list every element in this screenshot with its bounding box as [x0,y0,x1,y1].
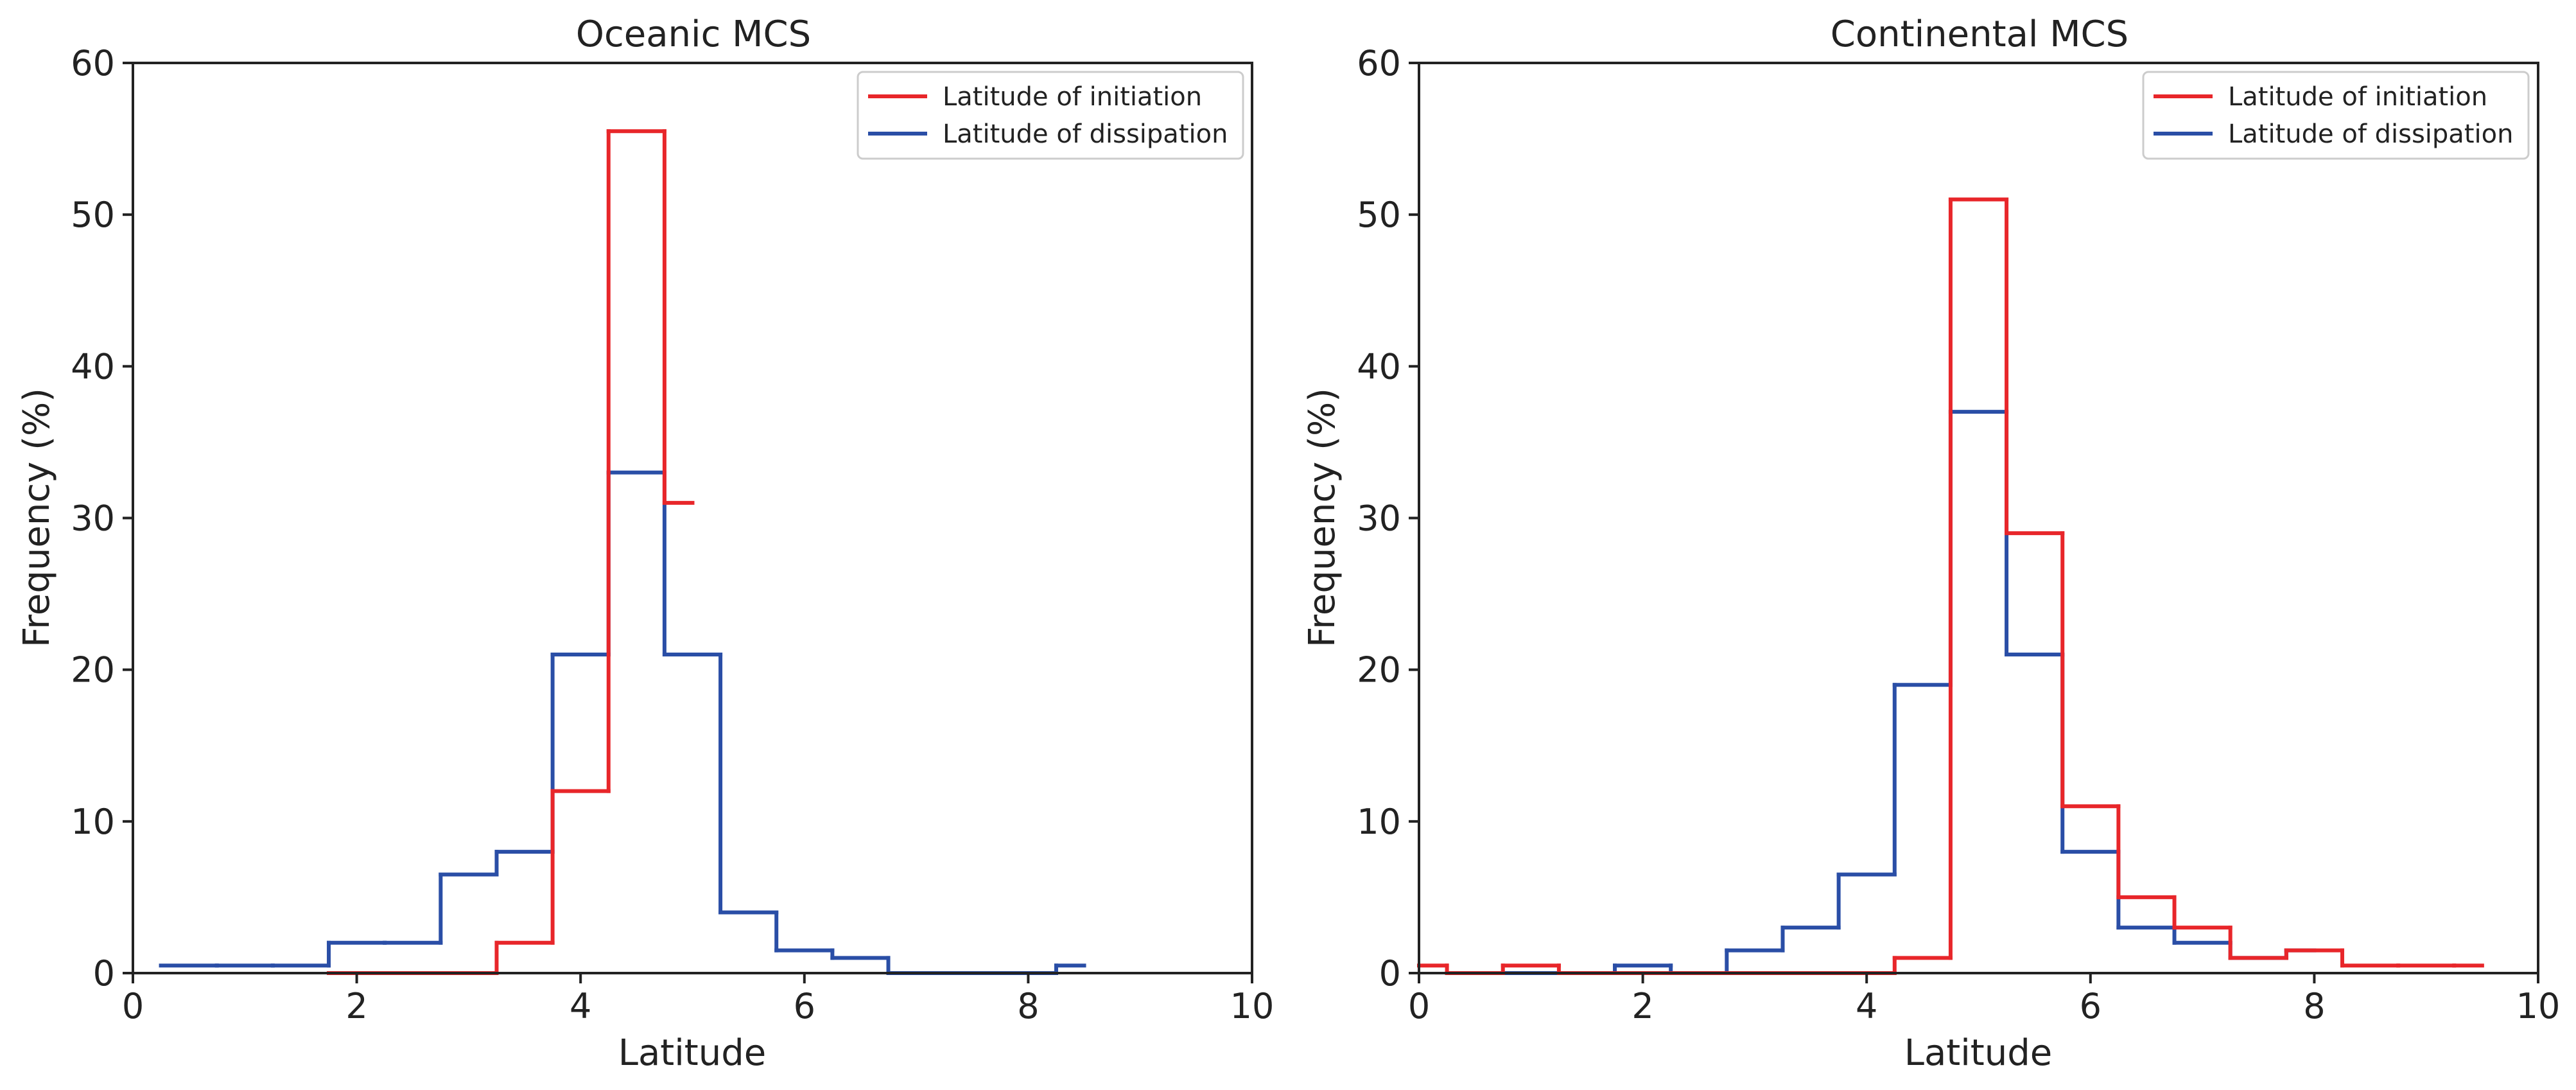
legend-label-dissipation: Latitude of dissipation [2228,119,2513,149]
chart-title: Oceanic MCS [576,13,811,55]
x-tick-label: 10 [1230,986,1275,1026]
x-tick-label: 4 [1856,986,1877,1026]
legend: Latitude of initiation Latitude of dissi… [857,71,1244,160]
x-tick-label: 0 [122,986,144,1026]
tick-layer: 0 2 4 6 8 10 0 10 20 30 40 50 60 [1357,43,2560,1026]
y-tick-label: 10 [1357,802,1401,842]
x-axis-label: Latitude [1904,1032,2052,1074]
tick-layer: 0 2 4 6 8 10 0 10 20 30 40 50 60 [71,43,1274,1026]
x-axis-label: Latitude [618,1032,766,1074]
legend-label-initiation: Latitude of initiation [943,82,1202,112]
x-tick-label: 0 [1408,986,1430,1026]
y-tick-label: 50 [1357,195,1401,235]
y-tick-label: 20 [1357,650,1401,690]
x-tick-label: 8 [2303,986,2325,1026]
y-tick-label: 30 [71,498,115,539]
continental-panel: Continental MCS 0 2 4 6 8 10 0 10 20 30 40 50 60 Lat… [1301,13,2560,1074]
legend-box [857,71,1244,160]
x-tick-label: 6 [794,986,815,1026]
legend-label-initiation: Latitude of initiation [2228,82,2487,112]
oceanic-panel: Oceanic MCS 0 2 4 6 8 10 0 10 20 30 40 50 60 Latitud… [16,13,1274,1074]
x-tick-label: 2 [345,986,367,1026]
legend-label-dissipation: Latitude of dissipation [943,119,1228,149]
y-tick-label: 40 [71,346,115,387]
x-tick-label: 8 [1017,986,1039,1026]
x-tick-label: 4 [570,986,591,1026]
y-tick-label: 20 [71,650,115,690]
y-tick-label: 60 [71,43,115,84]
y-tick-label: 30 [1357,498,1401,539]
y-tick-label: 40 [1357,346,1401,387]
y-axis-label: Frequency (%) [16,388,58,647]
y-tick-label: 0 [93,953,115,994]
y-tick-label: 60 [1357,43,1401,84]
chart-title: Continental MCS [1831,13,2128,55]
x-tick-label: 2 [1632,986,1653,1026]
y-tick-label: 50 [71,195,115,235]
legend-box [2142,71,2530,160]
y-tick-label: 10 [71,802,115,842]
x-tick-label: 10 [2516,986,2561,1026]
y-tick-label: 0 [1379,953,1401,994]
legend: Latitude of initiation Latitude of dissi… [2142,71,2530,160]
y-axis-label: Frequency (%) [1301,388,1343,647]
x-tick-label: 6 [2080,986,2102,1026]
